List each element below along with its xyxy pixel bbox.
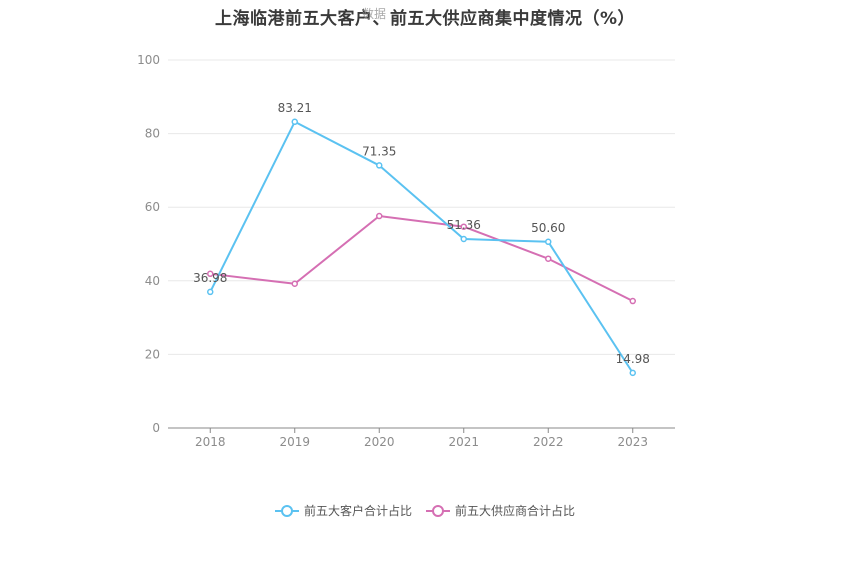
data-point-0	[207, 288, 214, 296]
data-label: 14.98	[616, 352, 650, 366]
data-point-0	[545, 238, 552, 246]
series-line-0	[209, 120, 634, 374]
y-tick-label: 60	[145, 200, 160, 214]
data-label: 36.98	[193, 271, 227, 285]
y-tick-label: 40	[145, 274, 160, 288]
data-point-1	[545, 255, 552, 262]
data-point-1	[207, 270, 214, 278]
x-tick-label: 2023	[617, 435, 648, 449]
x-tick-label: 2021	[448, 435, 479, 449]
legend-marker-suppliers	[426, 504, 450, 517]
x-tick-label: 2018	[195, 435, 226, 449]
y-tick-label: 80	[145, 127, 160, 141]
y-tick-label: 0	[152, 421, 160, 435]
watermark: 数据	[362, 7, 387, 21]
data-label: 71.35	[362, 144, 396, 158]
data-point-0	[629, 369, 636, 377]
y-tick-label: 20	[145, 347, 160, 361]
series-line-1	[210, 215, 634, 302]
data-point-0	[460, 235, 467, 243]
legend-marker-customers	[274, 504, 299, 517]
data-point-0	[291, 118, 298, 126]
legend-label-suppliers: 前五大供应商合计占比	[455, 504, 576, 518]
chart-title: 上海临港前五大客户、前五大供应商集中度情况（%）	[214, 9, 636, 29]
x-tick-label: 2019	[279, 435, 310, 449]
x-tick-label: 2020	[364, 435, 395, 449]
x-tick-label: 2022	[533, 435, 564, 449]
y-tick-label: 100	[137, 53, 160, 67]
legend-item-suppliers[interactable]: 前五大供应商合计占比	[426, 502, 575, 519]
data-label: 51.36	[447, 218, 481, 232]
data-point-1	[376, 212, 383, 220]
data-point-0	[376, 162, 383, 169]
legend-label-customers: 前五大客户合计占比	[303, 504, 412, 518]
data-point-1	[460, 223, 467, 230]
legend-item-customers[interactable]: 前五大客户合计占比	[274, 502, 412, 519]
data-point-1	[629, 297, 636, 305]
data-label: 50.60	[531, 221, 565, 235]
data-label: 83.21	[278, 101, 312, 115]
data-point-1	[291, 280, 298, 287]
legend: 前五大客户合计占比 前五大供应商合计占比	[0, 502, 850, 519]
